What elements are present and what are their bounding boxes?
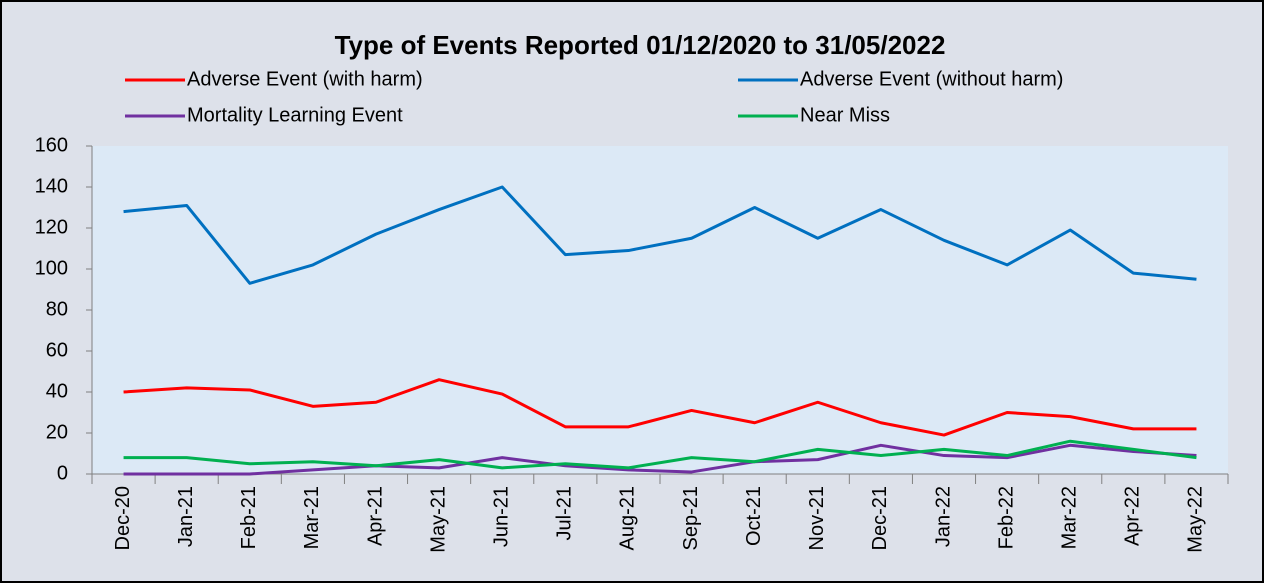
legend-label: Adverse Event (without harm) [800,68,1063,90]
x-tick-label: Jan-21 [175,486,197,547]
y-tick-label: 60 [46,339,68,361]
x-tick-label: May-22 [1185,486,1207,553]
series-line [123,185,1197,285]
chart-title: Type of Events Reported 01/12/2020 to 31… [335,30,946,60]
x-tick-label: Apr-22 [1122,486,1144,546]
x-tick-label: May-21 [427,486,449,553]
x-tick-label: Nov-21 [806,486,828,550]
x-tick-label: Apr-21 [364,486,386,546]
y-tick-label: 120 [35,216,68,238]
x-tick-label: Oct-21 [743,486,765,546]
y-tick-label: 80 [46,298,68,320]
y-tick-label: 160 [35,134,68,156]
plot-area [92,146,1228,474]
x-tick-label: Mar-21 [301,486,323,549]
series-line [123,378,1197,437]
y-tick-label: 0 [57,462,68,484]
series-line [123,443,1197,476]
x-tick-label: Dec-21 [869,486,891,550]
x-tick-label: Aug-21 [617,486,639,551]
series-line [123,439,1197,470]
x-tick-label: Mar-22 [1059,486,1081,549]
legend-label: Near Miss [800,104,890,126]
y-tick-label: 20 [46,421,68,443]
legend-label: Adverse Event (with harm) [187,68,423,90]
x-tick-label: Dec-20 [112,486,134,550]
y-tick-label: 100 [35,257,68,279]
legend-label: Mortality Learning Event [187,104,403,126]
x-tick-label: Feb-22 [995,486,1017,549]
x-tick-label: Jun-21 [491,486,513,547]
x-tick-label: Jan-22 [932,486,954,547]
x-tick-label: Jul-21 [554,486,576,540]
x-tick-label: Feb-21 [238,486,260,549]
x-tick-label: Sep-21 [680,486,702,551]
y-tick-label: 40 [46,380,68,402]
y-tick-label: 140 [35,175,68,197]
